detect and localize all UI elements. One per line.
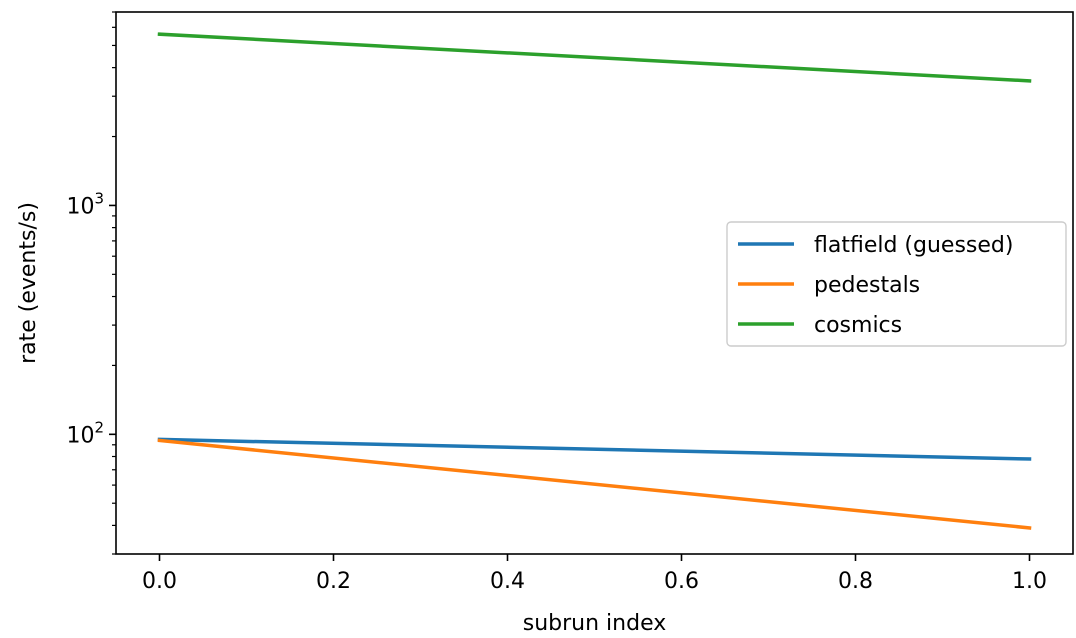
x-tick-label-1: 0.2 <box>316 569 351 594</box>
axes: 0.0 0.2 0.4 0.6 0.8 1.0 102 103 <box>66 11 1074 594</box>
y-tick-label-0: 102 <box>66 418 104 448</box>
plot-frame <box>115 11 1074 555</box>
legend-label-1: pedestals <box>814 273 920 298</box>
x-tick-label-0: 0.0 <box>142 569 177 594</box>
y-axis-title: rate (events/s) <box>16 202 41 364</box>
series-line-1 <box>157 438 1032 530</box>
legend-label-2: cosmics <box>814 313 902 338</box>
legend-label-0: flatfield (guessed) <box>814 233 1013 258</box>
x-tick-label-3: 0.6 <box>664 569 699 594</box>
x-tick-label-5: 1.0 <box>1012 569 1047 594</box>
y-tick-label-1: 103 <box>66 189 104 219</box>
x-axis-title: subrun index <box>523 611 666 636</box>
legend-box <box>726 221 1067 347</box>
series-line-2 <box>157 32 1032 83</box>
legend: flatfield (guessed) pedestals cosmics <box>726 221 1067 347</box>
plot-area <box>157 32 1032 530</box>
series-line-0 <box>157 437 1032 461</box>
x-tick-label-2: 0.4 <box>490 569 525 594</box>
x-tick-label-4: 0.8 <box>838 569 873 594</box>
